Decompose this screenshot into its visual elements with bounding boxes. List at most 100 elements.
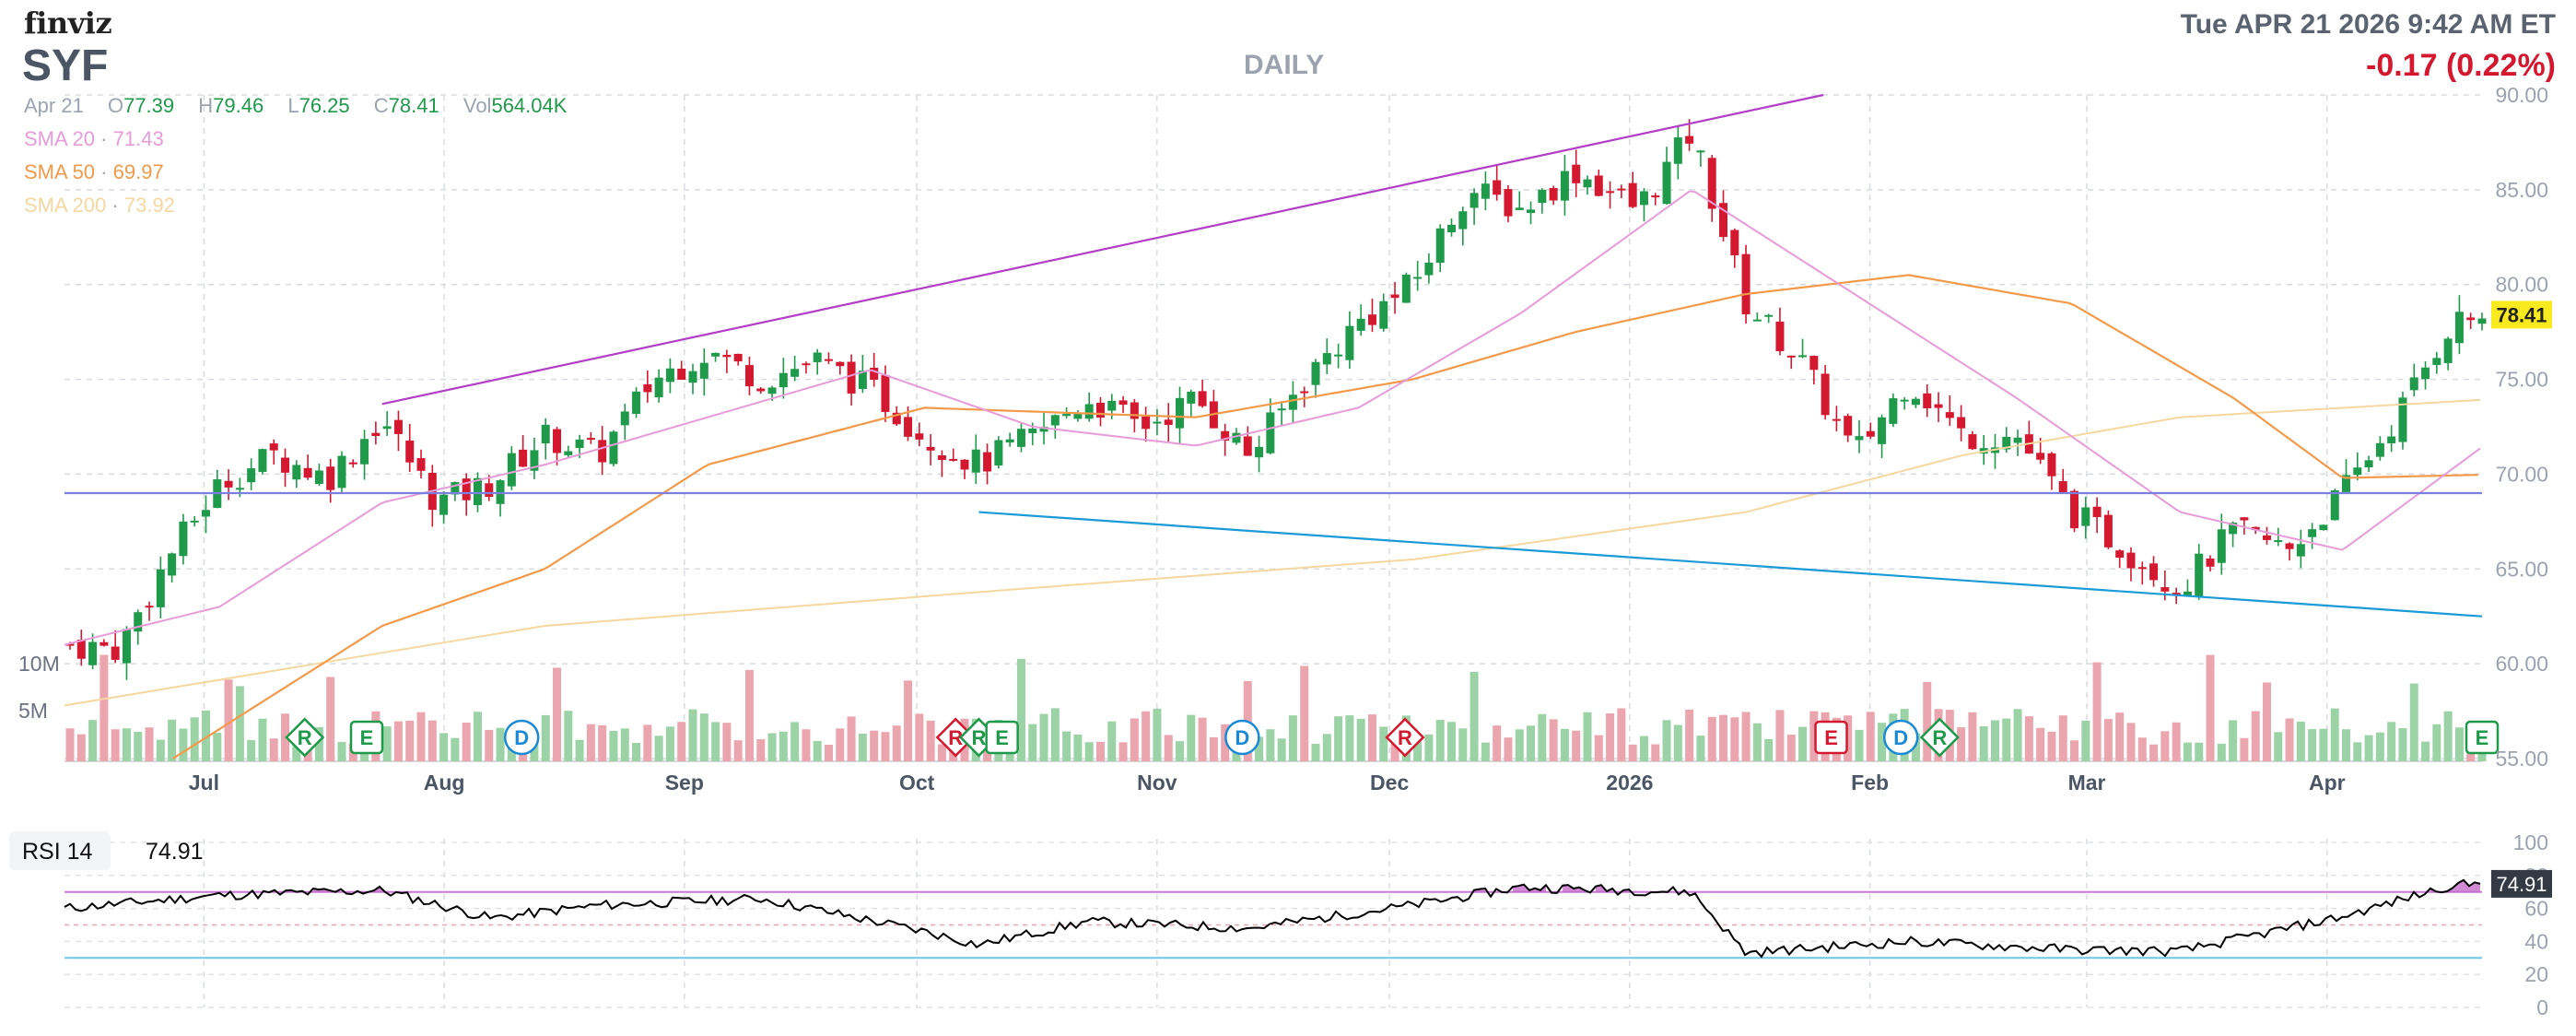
- candle-body: [1673, 137, 1682, 164]
- date-tick-label: Feb: [1851, 771, 1889, 795]
- candle-body: [1741, 253, 1751, 314]
- close-value: 78.41: [388, 94, 439, 117]
- volume-bar: [1266, 729, 1275, 761]
- volume-bar: [1696, 736, 1705, 761]
- candle-body: [1073, 412, 1083, 419]
- event-marker-R: R: [285, 717, 325, 758]
- candle-body: [1538, 189, 1547, 204]
- candle-body: [1243, 436, 1252, 456]
- volume-bar: [767, 733, 777, 761]
- candle-body: [949, 458, 958, 461]
- sma20-legend[interactable]: SMA 20 · 71.43: [24, 127, 164, 151]
- rsi-panel: 10080604020074.91: [64, 830, 2552, 1019]
- candle-body: [2443, 338, 2453, 363]
- candle-body: [1107, 400, 1117, 411]
- event-marker-letter: E: [360, 726, 374, 749]
- volume-bar: [2443, 711, 2453, 761]
- candle-body: [2353, 467, 2362, 476]
- candle-body: [609, 431, 618, 465]
- volume-bar: [836, 728, 845, 761]
- price-tick-label: 80.00: [2495, 273, 2548, 297]
- volume-bar: [2103, 719, 2113, 761]
- candle-body: [2319, 524, 2328, 531]
- volume-bar: [485, 729, 494, 761]
- candle-body: [1515, 207, 1524, 210]
- candle-body: [2398, 397, 2407, 442]
- candle-body: [2251, 526, 2260, 531]
- volume-bar: [1334, 716, 1343, 761]
- candle-body: [1084, 404, 1094, 419]
- candle-body: [767, 387, 777, 394]
- candle-body: [1809, 356, 1819, 371]
- candle-body: [179, 521, 188, 557]
- candle-body: [688, 371, 697, 383]
- candle-body: [2115, 550, 2125, 559]
- volume-bar: [2036, 727, 2045, 761]
- event-marker-shape: [349, 720, 384, 755]
- volume-bar: [564, 711, 573, 761]
- event-marker-shape: [1919, 717, 1960, 758]
- volume-bar: [620, 728, 629, 761]
- candle-body: [1255, 446, 1264, 458]
- event-marker-letter: E: [1824, 726, 1838, 749]
- finviz-logo[interactable]: finviz: [24, 6, 112, 41]
- candle-body: [2137, 567, 2147, 570]
- sma50-legend[interactable]: SMA 50 · 69.97: [24, 160, 164, 184]
- volume-bar: [1730, 717, 1739, 761]
- date-axis: Jul Aug Sep Oct Nov Dec 2026 Feb Mar Apr: [189, 771, 2346, 795]
- volume-bar: [1062, 731, 1071, 761]
- volume-bar: [201, 710, 210, 761]
- candle-body: [1016, 429, 1025, 447]
- candle-body: [2432, 358, 2441, 365]
- candle-body: [2172, 593, 2181, 595]
- candle-body: [1390, 294, 1399, 299]
- candle-body: [1424, 262, 1434, 276]
- candle-body: [2229, 523, 2238, 535]
- volume-bar: [1786, 735, 1796, 761]
- candle-body: [1300, 391, 1309, 394]
- candle-body: [2183, 591, 2192, 596]
- candle-body: [2058, 481, 2067, 493]
- sma200-legend[interactable]: SMA 200 · 73.92: [24, 194, 175, 218]
- candle-body: [881, 375, 890, 412]
- last-price-label: 78.41: [2496, 303, 2547, 326]
- candle-body: [1469, 193, 1479, 208]
- rsi-last-tag: [2491, 869, 2552, 898]
- candle-body: [1685, 135, 1694, 144]
- volume-bar: [2195, 742, 2204, 761]
- volume-bar: [1322, 734, 1331, 761]
- volume-bar: [1424, 734, 1434, 761]
- close-label: C: [373, 94, 389, 117]
- rsi-tick-label: 20: [2524, 962, 2548, 986]
- volume-bar: [1549, 719, 1558, 761]
- candle-body: [405, 440, 415, 463]
- volume-bar: [1741, 712, 1751, 761]
- event-marker-shape: [985, 720, 1019, 755]
- candle-body: [2285, 543, 2294, 549]
- candle-body: [2330, 489, 2339, 521]
- candle-body: [485, 483, 494, 497]
- volume-bar: [1447, 722, 1457, 761]
- volume-bar: [2183, 742, 2192, 761]
- date-tick-label: Nov: [1137, 771, 1177, 795]
- chart-period[interactable]: DAILY: [1244, 50, 1325, 80]
- sma50-line: [172, 274, 2478, 759]
- candle-body: [2387, 436, 2396, 443]
- candle-body: [1878, 417, 1887, 444]
- volume-bar: [168, 719, 177, 761]
- volume-bar: [2432, 724, 2441, 761]
- candle-body: [1435, 228, 1445, 264]
- volume-bar: [1255, 736, 1264, 761]
- candle-body: [1662, 161, 1671, 205]
- last-price-tag: [2491, 300, 2552, 329]
- volume-bar: [439, 733, 449, 761]
- candle-body: [462, 478, 471, 500]
- event-marker-D: D: [503, 719, 540, 756]
- candle-body: [892, 412, 901, 425]
- candle-body: [360, 439, 369, 465]
- candle-body: [2262, 535, 2271, 540]
- rsi-label-box[interactable]: [9, 831, 111, 870]
- volume-bar: [1028, 724, 1037, 761]
